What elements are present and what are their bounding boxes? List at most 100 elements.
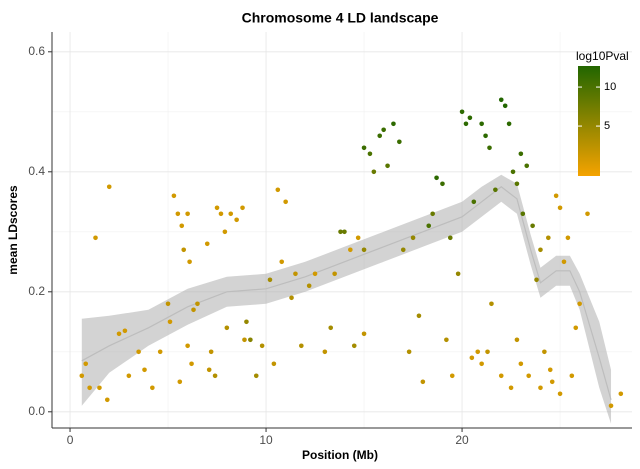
point [518, 361, 524, 367]
point [185, 343, 190, 349]
point [502, 103, 508, 109]
point [542, 349, 547, 355]
point [391, 121, 396, 127]
point [440, 181, 445, 187]
point [469, 355, 475, 361]
point [618, 391, 624, 397]
point [518, 151, 524, 157]
point [191, 307, 196, 313]
point [553, 193, 559, 199]
point [175, 211, 181, 217]
point [116, 331, 122, 337]
point [455, 271, 461, 277]
point [475, 349, 481, 355]
point [283, 199, 288, 205]
point [106, 184, 112, 190]
point [228, 211, 234, 217]
point [242, 337, 247, 343]
point [459, 109, 465, 115]
confidence-band [81, 174, 612, 424]
point [306, 283, 312, 289]
smooth-line [81, 186, 612, 400]
point [538, 247, 543, 253]
y-tick-label: 0.0 [28, 404, 45, 418]
legend-title: log10Pval [576, 49, 629, 63]
point [342, 229, 347, 235]
point [489, 301, 494, 307]
x-tick-label: 20 [455, 433, 469, 447]
point [214, 205, 220, 211]
point [195, 301, 200, 307]
point [97, 385, 102, 391]
point [259, 343, 265, 349]
point [520, 211, 526, 217]
point [487, 145, 492, 151]
point [244, 319, 249, 325]
point [289, 295, 294, 301]
point [136, 349, 141, 355]
point [212, 373, 218, 379]
point [546, 235, 551, 241]
point [332, 271, 337, 277]
point [381, 127, 386, 133]
point [534, 277, 539, 283]
point [467, 115, 473, 121]
legend: 5 10 [578, 66, 616, 176]
point [224, 325, 230, 331]
point [206, 367, 212, 373]
point [483, 133, 488, 139]
colorbar-label: 5 [604, 120, 610, 132]
point [498, 373, 504, 379]
point [434, 175, 439, 181]
point [267, 277, 273, 283]
point [508, 385, 514, 391]
point [479, 361, 484, 367]
point [549, 379, 555, 385]
point [142, 367, 147, 373]
point [569, 373, 575, 379]
y-tick-label: 0.2 [28, 284, 45, 298]
smooth-band [81, 174, 612, 424]
y-tick-label: 0.4 [28, 164, 45, 178]
point [397, 139, 402, 145]
point [493, 187, 498, 193]
point [557, 205, 563, 211]
point [361, 247, 367, 253]
point [506, 121, 512, 127]
point [530, 223, 535, 229]
point [234, 217, 239, 223]
point [361, 145, 367, 151]
point [514, 337, 520, 343]
point [218, 211, 224, 217]
point [299, 343, 304, 349]
point [179, 223, 185, 229]
point [608, 403, 614, 409]
point [93, 235, 98, 241]
point [479, 121, 484, 127]
point [367, 151, 373, 157]
plot-panel [52, 32, 632, 428]
point [485, 349, 490, 355]
point [312, 271, 318, 277]
point [189, 361, 194, 367]
point [471, 199, 477, 205]
colorbar [578, 66, 600, 176]
point [416, 313, 422, 319]
chart-title: Chromosome 4 LD landscape [242, 10, 439, 26]
point [538, 385, 543, 391]
point [361, 331, 367, 337]
point [444, 337, 449, 343]
point [275, 187, 281, 193]
x-tick-label: 0 [67, 433, 74, 447]
point [377, 133, 383, 139]
points [79, 97, 624, 409]
point [187, 259, 192, 265]
point [222, 229, 228, 235]
point [449, 373, 455, 379]
point [385, 163, 390, 169]
point [526, 373, 532, 379]
point [157, 349, 163, 355]
point [420, 379, 426, 385]
point [83, 361, 89, 367]
